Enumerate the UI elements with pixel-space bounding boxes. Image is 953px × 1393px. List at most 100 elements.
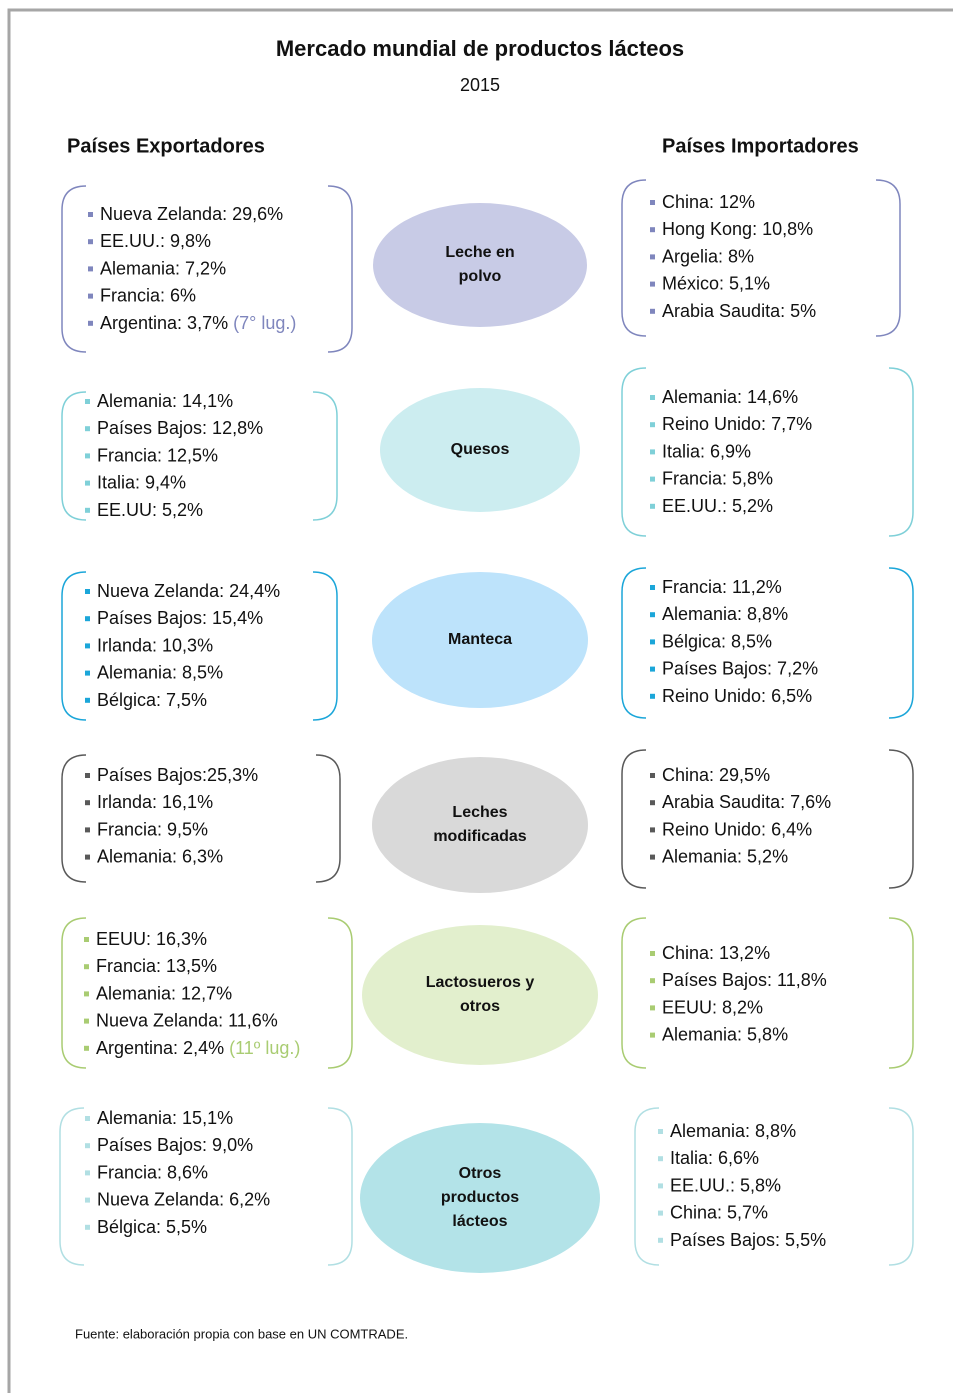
bracket-right	[315, 754, 341, 883]
bullet	[658, 1183, 663, 1189]
importer-item-text: Alemania: 5,8%	[662, 1024, 788, 1044]
bracket-left	[621, 917, 647, 1069]
importer-item-text: Arabia Saudita: 7,6%	[662, 792, 831, 812]
exporter-item: Nueva Zelanda: 24,4%	[97, 581, 280, 601]
importer-item-text: China: 29,5%	[662, 765, 770, 785]
bullet	[650, 800, 655, 806]
bullet	[650, 227, 655, 233]
bullet	[85, 800, 90, 806]
exporter-item: Alemania: 14,1%	[97, 391, 233, 411]
exporter-item-text: Alemania: 12,7%	[96, 983, 232, 1003]
product-ellipse	[380, 388, 580, 512]
bullet	[85, 697, 90, 703]
importer-item: Italia: 6,9%	[662, 441, 751, 461]
exporter-item-text: Francia: 13,5%	[96, 956, 217, 976]
title: Mercado mundial de productos lácteos	[276, 36, 684, 61]
exporter-item: Nueva Zelanda: 11,6%	[96, 1010, 278, 1030]
bracket-right	[888, 917, 914, 1069]
importer-item: Alemania: 8,8%	[662, 604, 788, 624]
exporter-item-text: Alemania: 15,1%	[97, 1108, 233, 1128]
bracket-right	[888, 749, 914, 889]
product-ellipse	[360, 1123, 600, 1273]
bullet	[85, 1224, 90, 1230]
product-label: productos	[441, 1189, 519, 1206]
bullet	[85, 1197, 90, 1203]
exporter-item-text: Argentina: 3,7%	[100, 313, 228, 333]
importer-item-text: México: 5,1%	[662, 273, 770, 293]
exporter-item-text: Bélgica: 7,5%	[97, 690, 207, 710]
importer-item: Reino Unido: 6,4%	[662, 819, 812, 839]
bullet	[88, 212, 93, 217]
product-label: Otros	[459, 1165, 502, 1182]
bullet	[84, 991, 89, 997]
bracket-right	[888, 1107, 914, 1266]
exporter-item: Bélgica: 5,5%	[97, 1217, 207, 1237]
product-label: Quesos	[451, 441, 510, 458]
importer-item-text: Alemania: 14,6%	[662, 387, 798, 407]
exporter-item-text: EE.UU.: 9,8%	[100, 231, 211, 251]
bullet	[88, 293, 93, 299]
product-label: Leches	[452, 804, 507, 821]
product-label: Lactosueros y	[426, 974, 535, 991]
bracket-right	[327, 917, 353, 1069]
importer-item-text: Reino Unido: 6,5%	[662, 686, 812, 706]
exporter-item-text: Francia: 6%	[100, 285, 196, 305]
importer-item-text: Arabia Saudita: 5%	[662, 301, 816, 321]
bullet	[658, 1129, 663, 1134]
bracket-left	[621, 179, 647, 337]
exporter-item: EE.UU: 5,2%	[97, 500, 203, 520]
importer-item: Alemania: 14,6%	[662, 387, 798, 407]
importer-item: Alemania: 5,2%	[662, 846, 788, 866]
bullet	[84, 1018, 89, 1024]
ranking-note: (7° lug.)	[233, 313, 296, 333]
importer-item-text: Alemania: 8,8%	[670, 1121, 796, 1141]
exporter-item-text: Alemania: 8,5%	[97, 662, 223, 682]
bullet	[650, 1005, 655, 1011]
bullet	[85, 643, 90, 649]
bullet	[85, 426, 90, 432]
bullet	[650, 254, 655, 260]
bullet	[84, 964, 89, 970]
bullet	[85, 1170, 90, 1176]
bullet	[658, 1237, 663, 1243]
importer-item: China: 5,7%	[670, 1202, 768, 1222]
product-label: otros	[460, 998, 500, 1015]
exporter-item: Francia: 13,5%	[96, 956, 217, 976]
importer-item: Argelia: 8%	[662, 246, 754, 266]
importer-item: Países Bajos: 5,5%	[670, 1230, 826, 1250]
bullet	[650, 854, 655, 860]
bracket-left	[634, 1107, 660, 1266]
importer-item: Alemania: 5,8%	[662, 1024, 788, 1044]
bullet	[85, 453, 90, 459]
exporter-item-text: Países Bajos: 12,8%	[97, 418, 263, 438]
exporter-item-text: Francia: 12,5%	[97, 445, 218, 465]
product-label: Manteca	[448, 631, 512, 648]
bracket-left	[621, 367, 647, 537]
bracket-left	[61, 571, 87, 721]
exporter-item-text: Países Bajos:25,3%	[97, 765, 258, 785]
importer-item-text: China: 13,2%	[662, 943, 770, 963]
importer-item-text: EE.UU.: 5,8%	[670, 1175, 781, 1195]
importer-item: Italia: 6,6%	[670, 1148, 759, 1168]
product-label: Leche en	[445, 244, 514, 261]
bullet	[88, 320, 93, 326]
importer-item: China: 29,5%	[662, 765, 770, 785]
exporter-item: Francia: 12,5%	[97, 445, 218, 465]
importer-item: Hong Kong: 10,8%	[662, 219, 813, 239]
bullet	[650, 308, 655, 314]
exporter-item-text: Alemania: 14,1%	[97, 391, 233, 411]
bullet	[650, 395, 655, 400]
bracket-right	[888, 367, 914, 537]
bullet	[650, 639, 655, 645]
exporter-item: Francia: 8,6%	[97, 1162, 208, 1182]
importer-item: Francia: 11,2%	[662, 577, 782, 597]
bullet	[85, 399, 90, 404]
importer-item: Países Bajos: 11,8%	[662, 970, 827, 990]
exporter-item-text: Irlanda: 10,3%	[97, 635, 213, 655]
exporter-item: Alemania: 12,7%	[96, 983, 232, 1003]
bullet	[650, 773, 655, 778]
bullet	[88, 239, 93, 245]
importer-item: EE.UU.: 5,8%	[670, 1175, 781, 1195]
bracket-left	[61, 917, 87, 1069]
exporter-item-text: Alemania: 6,3%	[97, 846, 223, 866]
